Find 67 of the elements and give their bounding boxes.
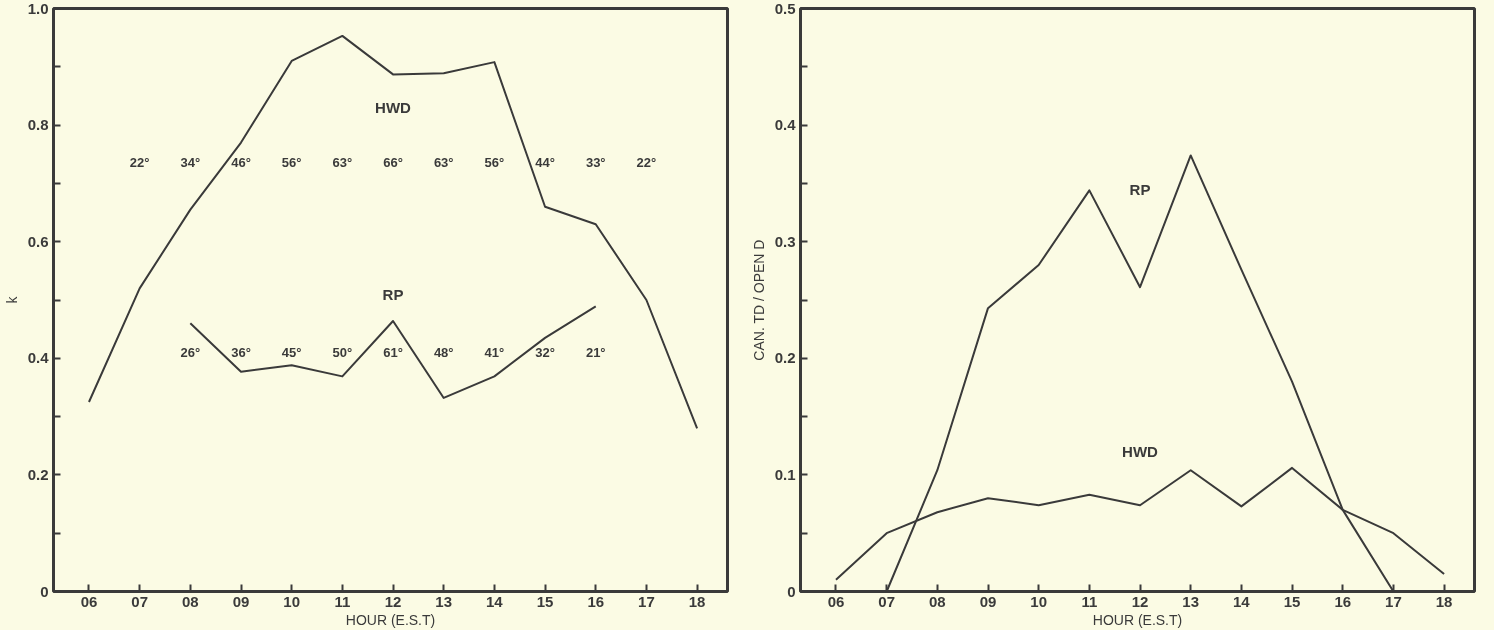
y-tick-label: 0.6 xyxy=(27,232,49,250)
x-tick-label: 17 xyxy=(638,592,655,610)
x-tick-label: 11 xyxy=(334,592,351,610)
x-tick-label: 16 xyxy=(1334,592,1352,610)
x-tick-label: 09 xyxy=(979,592,997,610)
y-tick-label: 0.4 xyxy=(774,116,797,134)
x-tick-label: 13 xyxy=(435,592,453,610)
annotation: 33° xyxy=(585,155,606,171)
x-tick-label: 13 xyxy=(1182,592,1200,610)
y-axis-title: k xyxy=(3,295,20,304)
x-axis-title: HOUR (E.S.T) xyxy=(1092,611,1183,628)
x-tick-label: 15 xyxy=(536,592,554,610)
y-tick-label: 0.5 xyxy=(774,0,796,17)
annotation: 56° xyxy=(484,155,505,171)
annotation: 32° xyxy=(535,344,555,360)
x-tick-label: 10 xyxy=(1030,592,1048,610)
x-axis-title: HOUR (E.S.T) xyxy=(345,611,436,628)
x-tick-label: 14 xyxy=(1233,592,1251,610)
x-tick-label: 06 xyxy=(80,592,98,610)
annotation: 22° xyxy=(129,155,150,171)
x-tick-label: 10 xyxy=(283,592,301,610)
x-tick-label: 07 xyxy=(878,592,895,610)
series-label: HWD xyxy=(1122,443,1159,461)
annotation: 44° xyxy=(535,155,555,171)
series-label: RP xyxy=(1129,180,1151,198)
annotation: 48° xyxy=(433,344,454,360)
y-tick-label: 0.2 xyxy=(27,465,49,483)
y-tick-label: 0.2 xyxy=(774,349,796,367)
annotation: 26° xyxy=(180,344,201,360)
y-tick-label: 0.4 xyxy=(27,349,50,367)
annotation: 61° xyxy=(383,344,403,360)
series-label: RP xyxy=(382,285,404,303)
line-series xyxy=(87,34,699,430)
y-tick-label: 0 xyxy=(40,582,49,600)
x-tick-label: 17 xyxy=(1385,592,1402,610)
annotation: 66° xyxy=(383,155,403,171)
x-tick-label: 06 xyxy=(827,592,845,610)
x-tick-label: 12 xyxy=(1131,592,1149,610)
y-axis-title: CAN. TD / OPEN D xyxy=(750,239,767,361)
annotation: 63° xyxy=(332,155,353,171)
series-label: HWD xyxy=(375,99,412,117)
y-tick-label: 0 xyxy=(787,582,796,600)
y-tick-label: 1.0 xyxy=(27,0,49,17)
x-tick-label: 08 xyxy=(181,592,199,610)
x-tick-label: 18 xyxy=(1435,592,1453,610)
annotation: 34° xyxy=(180,155,201,171)
x-tick-label: 18 xyxy=(688,592,706,610)
annotation: 22° xyxy=(636,155,657,171)
x-tick-label: 08 xyxy=(928,592,946,610)
x-tick-label: 16 xyxy=(587,592,605,610)
y-tick-label: 0.8 xyxy=(27,116,49,134)
x-tick-label: 11 xyxy=(1081,592,1098,610)
annotation: 45° xyxy=(281,344,302,360)
x-tick-label: 15 xyxy=(1283,592,1301,610)
annotation: 50° xyxy=(332,344,353,360)
annotation: 46° xyxy=(231,155,251,171)
annotation: 21° xyxy=(585,344,606,360)
y-tick-label: 0.3 xyxy=(774,232,796,250)
y-tick-label: 0.1 xyxy=(774,465,796,483)
x-tick-label: 07 xyxy=(131,592,148,610)
annotation: 41° xyxy=(484,344,505,360)
annotation: 36° xyxy=(231,344,251,360)
x-tick-label: 09 xyxy=(232,592,250,610)
x-tick-label: 12 xyxy=(384,592,402,610)
annotation: 63° xyxy=(433,155,454,171)
annotation: 56° xyxy=(281,155,302,171)
x-tick-label: 14 xyxy=(486,592,504,610)
